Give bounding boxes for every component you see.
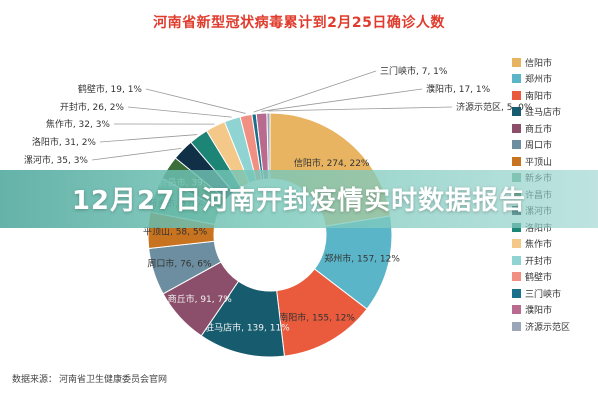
- slice-label: 开封市, 26, 2%: [60, 101, 125, 113]
- legend-swatch: [512, 272, 521, 282]
- legend-item: 驻马店市: [512, 104, 598, 121]
- legend-label: 南阳市: [525, 91, 553, 102]
- legend-label: 三门峡市: [525, 289, 562, 300]
- slice-label: 洛阳市, 31, 2%: [32, 136, 97, 148]
- legend-swatch: [512, 321, 521, 331]
- legend-item: 周口市: [512, 137, 598, 154]
- leader-line: [99, 134, 198, 143]
- title-prefix: 河南省新型冠状病毒: [153, 15, 284, 31]
- slice-label: 信阳市, 274, 22%: [294, 157, 370, 169]
- legend-swatch: [512, 107, 521, 117]
- legend-item: 信阳市: [512, 54, 598, 71]
- slice-label: 商丘市, 91, 7%: [168, 293, 233, 305]
- legend-swatch: [512, 90, 521, 100]
- legend-item: 鹤壁市: [512, 269, 598, 286]
- legend-item: 开封市: [512, 252, 598, 269]
- headline-banner: [0, 170, 598, 228]
- legend-swatch: [512, 255, 521, 265]
- legend-item: 郑州市: [512, 71, 598, 88]
- leader-line: [268, 106, 453, 112]
- legend-swatch: [512, 239, 521, 249]
- legend-label: 平顶山: [525, 157, 553, 168]
- data-source-label: 数据来源：: [12, 375, 58, 385]
- legend-item: 三门峡市: [512, 285, 598, 302]
- title-middle: 累计到2月25日: [283, 15, 387, 31]
- slice-label: 周口市, 76, 6%: [147, 258, 212, 270]
- legend-item: 商丘市: [512, 120, 598, 137]
- slice-label: 鹤壁市, 19, 1%: [78, 83, 143, 95]
- legend-swatch: [512, 305, 521, 315]
- legend-label: 焦作市: [525, 240, 553, 251]
- legend-swatch: [512, 288, 521, 298]
- leader-line: [261, 88, 423, 112]
- slice-label: 驻马店市, 139, 11%: [205, 321, 290, 333]
- legend-item: 平顶山: [512, 153, 598, 170]
- legend-item: 济源示范区: [512, 318, 598, 335]
- slice-label: 南阳市, 155, 12%: [279, 312, 355, 324]
- legend-label: 周口市: [525, 141, 553, 152]
- data-source-value: 河南省卫生健康委员会官网: [59, 375, 168, 385]
- slice-label: 平顶山, 58, 5%: [143, 226, 208, 237]
- headline-text: 12月27日河南开封疫情实时数据报告: [71, 186, 527, 216]
- legend-swatch: [512, 140, 521, 150]
- legend-item: 南阳市: [512, 87, 598, 104]
- legend-swatch: [512, 74, 521, 84]
- title-suffix: 确诊人数: [386, 15, 445, 31]
- slice-label: 郑州市, 157, 12%: [324, 252, 400, 264]
- legend-item: 濮阳市: [512, 302, 598, 319]
- legend-label: 开封市: [525, 256, 553, 267]
- legend-label: 商丘市: [525, 124, 553, 135]
- legend-label: 郑州市: [525, 75, 553, 86]
- leader-line: [145, 88, 246, 114]
- legend-label: 洛阳市: [525, 223, 553, 234]
- legend-label: 信阳市: [525, 58, 553, 69]
- chart-title: 河南省新型冠状病毒累计到2月25日确诊人数: [0, 12, 598, 32]
- legend-swatch: [512, 57, 521, 67]
- data-source: 数据来源： 河南省卫生健康委员会官网: [12, 372, 167, 385]
- legend-item: 焦作市: [512, 236, 598, 253]
- legend-label: 濮阳市: [525, 306, 553, 317]
- slice-label: 漯河市, 35, 3%: [24, 154, 89, 166]
- legend-label: 驻马店市: [525, 108, 562, 119]
- legend-swatch: [512, 123, 521, 133]
- leader-line: [91, 147, 182, 161]
- leader-line: [127, 106, 232, 118]
- legend-label: 济源示范区: [525, 322, 571, 333]
- slice-label: 三门峡市, 7, 1%: [380, 65, 448, 77]
- legend-swatch: [512, 156, 521, 166]
- legend-label: 鹤壁市: [525, 273, 553, 284]
- leader-line: [253, 70, 377, 113]
- slice-label: 濮阳市, 17, 1%: [426, 83, 491, 95]
- slice-label: 焦作市, 32, 3%: [46, 118, 111, 130]
